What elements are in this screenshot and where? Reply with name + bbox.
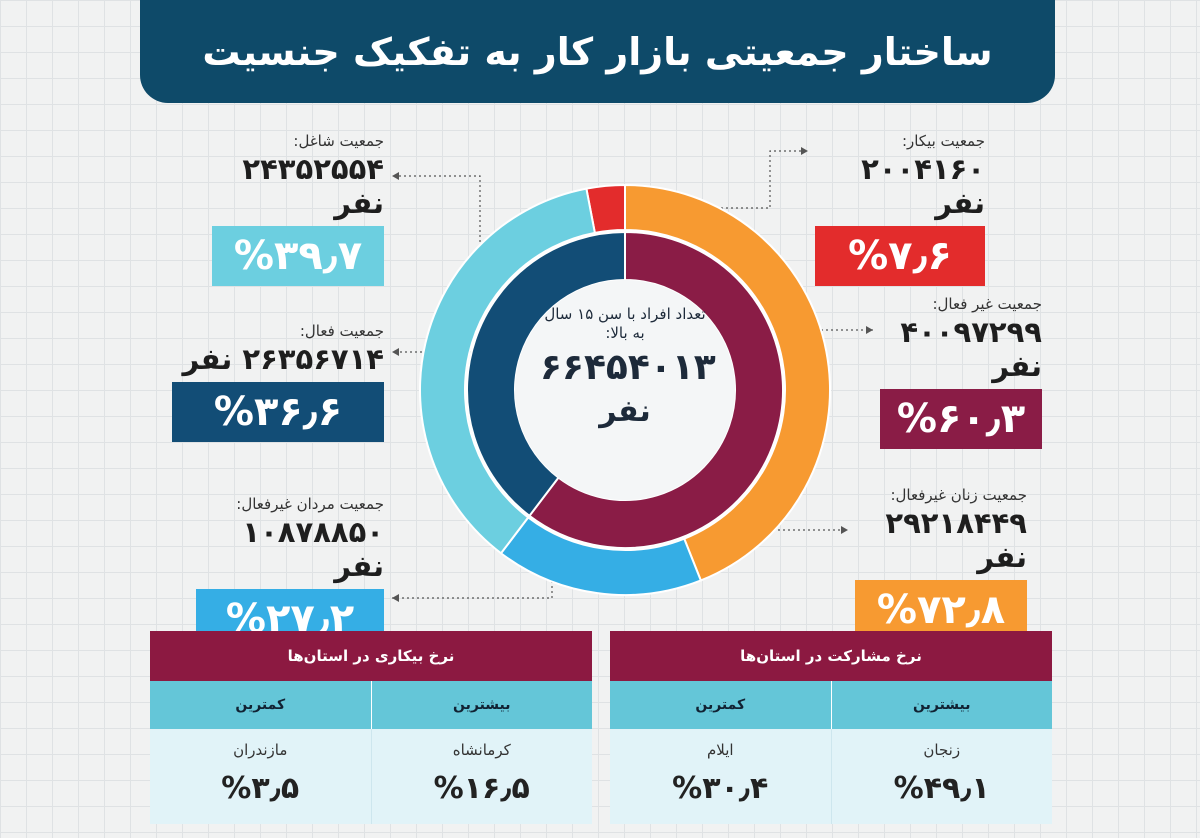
leader-unemployed-arrow xyxy=(801,147,808,155)
inactive-men-count: ۱۰۸۷۸۸۵۰ نفر xyxy=(242,515,384,583)
unemployed-percent: %۷٫۶ xyxy=(815,226,985,286)
inactive-women-count: ۲۹۲۱۸۴۴۹ نفر xyxy=(885,506,1027,574)
callout-inactive-men: جمعیت مردان غیرفعال: ۱۰۸۷۸۸۵۰ نفر %۲۷٫۲ xyxy=(196,495,384,649)
employed-count: ۲۴۳۵۲۵۵۴ نفر xyxy=(242,152,384,220)
active-percent: %۳۶٫۶ xyxy=(172,382,384,442)
leader-inactive-women-arrow xyxy=(841,526,848,534)
donut-hole xyxy=(515,280,735,500)
active-label: جمعیت فعال: xyxy=(299,322,384,340)
participation-highest-province: زنجان xyxy=(923,741,961,759)
inactive-women-label: جمعیت زنان غیرفعال: xyxy=(890,486,1027,504)
participation-lowest-value: %۳۰٫۴ xyxy=(672,771,769,806)
inactive-men-label: جمعیت مردان غیرفعال: xyxy=(236,495,384,513)
inactive-percent: %۶۰٫۳ xyxy=(880,389,1042,449)
center-unit: نفر xyxy=(599,394,651,429)
callout-inactive: جمعیت غیر فعال: ۴۰۰۹۷۲۹۹ نفر %۶۰٫۳ xyxy=(880,295,1042,449)
callout-active: جمعیت فعال: ۲۶۳۵۶۷۱۴ نفر %۳۶٫۶ xyxy=(172,322,384,442)
unemployed-count: ۲۰۰۴۱۶۰ نفر xyxy=(861,152,985,220)
inactive-women-slice xyxy=(624,183,831,582)
callout-inactive-women: جمعیت زنان غیرفعال: ۲۹۲۱۸۴۴۹ نفر %۷۲٫۸ xyxy=(855,486,1027,640)
unemployment-lowest-cell: مازندران %۳٫۵ xyxy=(150,729,372,824)
leader-inactive-men xyxy=(392,541,553,599)
employed-percent: %۳۹٫۷ xyxy=(212,226,384,286)
participation-header-lowest: کمترین xyxy=(610,681,832,729)
unemployment-lowest-value: %۳٫۵ xyxy=(221,771,300,806)
title-bar: ساختار جمعیتی بازار کار به تفکیک جنسیت xyxy=(140,0,1055,103)
inactive-label: جمعیت غیر فعال: xyxy=(932,295,1042,313)
leader-employed-arrow xyxy=(392,172,399,180)
participation-lowest-cell: ایلام %۳۰٫۴ xyxy=(610,729,832,824)
participation-header-highest: بیشترین xyxy=(831,681,1052,729)
participation-lowest-province: ایلام xyxy=(706,741,734,759)
center-summary: تعداد افراد با سن ۱۵ سال به بالا: ۶۶۴۵۴۰… xyxy=(540,305,716,429)
active-count: ۲۶۳۵۶۷۱۴ نفر xyxy=(182,342,384,376)
center-label: تعداد افراد با سن ۱۵ سال به بالا: xyxy=(544,305,706,342)
leader-inactive-arrow xyxy=(866,326,873,334)
unemployment-header-lowest: کمترین xyxy=(150,681,372,729)
unemployment-table-title: نرخ بیکاری در استان‌ها xyxy=(150,631,592,681)
unemployment-lowest-province: مازندران xyxy=(233,741,288,759)
inactive-count: ۴۰۰۹۷۲۹۹ نفر xyxy=(900,315,1042,383)
inactive-women-percent: %۷۲٫۸ xyxy=(855,580,1027,640)
unemployment-highest-value: %۱۶٫۵ xyxy=(433,771,530,806)
center-total: ۶۶۴۵۴۰۱۳ xyxy=(540,347,716,388)
outer-ring xyxy=(418,183,831,596)
callout-employed: جمعیت شاغل: ۲۴۳۵۲۵۵۴ نفر %۳۹٫۷ xyxy=(212,132,384,286)
unemployment-highest-cell: کرمانشاه %۱۶٫۵ xyxy=(372,729,593,824)
employed-label: جمعیت شاغل: xyxy=(293,132,384,150)
unemployment-highest-province: کرمانشاه xyxy=(452,741,511,759)
participation-table-title: نرخ مشارکت در استان‌ها xyxy=(610,631,1052,681)
leader-inactive-men-arrow xyxy=(392,594,399,602)
employed-slice xyxy=(418,187,597,555)
leader-active-arrow xyxy=(392,348,399,356)
unemployment-header-highest: بیشترین xyxy=(371,681,592,729)
participation-highest-cell: زنجان %۴۹٫۱ xyxy=(832,729,1053,824)
page-title: ساختار جمعیتی بازار کار به تفکیک جنسیت xyxy=(202,29,993,74)
callout-unemployed: جمعیت بیکار: ۲۰۰۴۱۶۰ نفر %۷٫۶ xyxy=(815,132,985,286)
unemployment-table: نرخ بیکاری در استان‌ها بیشترین کمترین کر… xyxy=(150,631,592,824)
participation-table: نرخ مشارکت در استان‌ها بیشترین کمترین زن… xyxy=(610,631,1052,824)
participation-highest-value: %۴۹٫۱ xyxy=(893,771,990,806)
unemployed-label: جمعیت بیکار: xyxy=(901,132,985,150)
